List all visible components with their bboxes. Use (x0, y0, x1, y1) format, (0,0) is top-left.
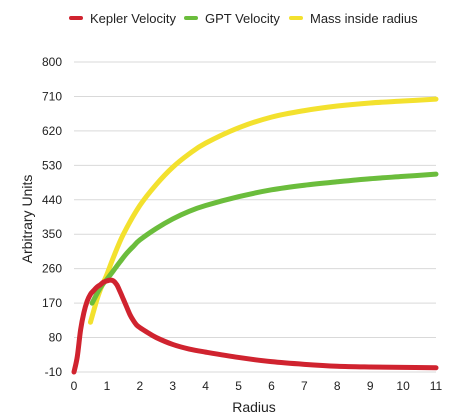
x-tick-label: 5 (235, 379, 242, 393)
x-axis-ticks: 0 1 2 3 4 5 6 7 8 9 10 11 (71, 379, 443, 393)
y-tick-label: 260 (42, 262, 62, 276)
x-axis-title: Radius (232, 399, 276, 415)
y-axis-title: Arbitrary Units (19, 175, 35, 264)
x-tick-label: 3 (169, 379, 176, 393)
legend-swatch-gpt-velocity (184, 16, 198, 20)
legend-item-kepler-velocity: Kepler Velocity (69, 11, 176, 26)
y-tick-label: 710 (42, 89, 62, 103)
series-line-kepler-velocity (71, 277, 439, 375)
x-tick-label: 10 (396, 379, 410, 393)
legend-label-mass-inside-radius: Mass inside radius (310, 11, 418, 26)
y-tick-label: 170 (42, 296, 62, 310)
x-tick-label: 4 (202, 379, 209, 393)
x-tick-label: 7 (301, 379, 308, 393)
y-tick-label: 530 (42, 158, 62, 172)
y-tick-label: 80 (49, 331, 63, 345)
x-tick-label: 6 (268, 379, 275, 393)
y-tick-label: 350 (42, 227, 62, 241)
y-axis-ticks: -10 80 170 260 350 440 530 620 710 800 (42, 55, 62, 379)
series-lines (71, 96, 439, 375)
legend-swatch-kepler-velocity (69, 16, 83, 20)
x-tick-label: 9 (367, 379, 374, 393)
y-tick-label: 440 (42, 193, 62, 207)
series-line-gpt-velocity (89, 171, 439, 306)
legend-item-gpt-velocity: GPT Velocity (184, 11, 280, 26)
legend-label-kepler-velocity: Kepler Velocity (90, 11, 176, 26)
gridlines (74, 61, 436, 373)
x-tick-label: 8 (334, 379, 341, 393)
x-tick-label: 1 (104, 379, 111, 393)
y-tick-label: 800 (42, 55, 62, 69)
legend-label-gpt-velocity: GPT Velocity (205, 11, 280, 26)
legend-item-mass-inside-radius: Mass inside radius (289, 11, 418, 26)
y-tick-label: -10 (45, 365, 63, 379)
x-tick-label: 2 (136, 379, 143, 393)
x-tick-label: 0 (71, 379, 78, 393)
x-tick-label: 11 (430, 379, 443, 393)
series-line-mass-inside-radius (87, 96, 439, 325)
y-tick-label: 620 (42, 124, 62, 138)
legend-swatch-mass-inside-radius (289, 16, 303, 20)
legend: Kepler Velocity GPT Velocity Mass inside… (69, 11, 418, 26)
